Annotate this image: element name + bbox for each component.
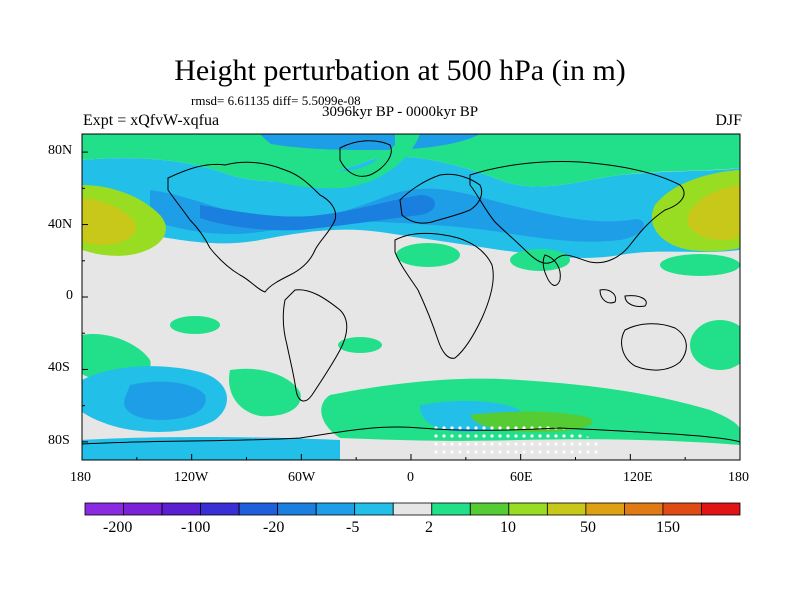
colorbar [84, 502, 741, 516]
contour-band [82, 437, 340, 460]
contour-band [338, 337, 382, 353]
colorbar-swatch [431, 502, 471, 516]
lon-label-60e: 60E [510, 470, 533, 485]
coastline-asia [469, 161, 685, 264]
lon-label-120e: 120E [623, 470, 653, 485]
contour-band [660, 254, 740, 276]
contour-band [229, 368, 301, 417]
colorbar-swatch [84, 502, 124, 516]
colorbar-swatch [315, 502, 356, 516]
colorbar-label: 50 [580, 519, 596, 536]
contour-band [396, 243, 460, 267]
colorbar-swatch [469, 502, 510, 516]
stats-line: rmsd= 6.61135 diff= 5.5099e-08 [191, 93, 361, 108]
lon-label-120w: 120W [174, 470, 209, 485]
coastline-south-america [282, 289, 348, 402]
map-title: Height perturbation at 500 hPa (in m) [174, 54, 626, 87]
colorbar-label: -100 [181, 519, 211, 536]
experiment-label: Expt = xQfvW-xqfua [83, 112, 220, 129]
colorbar-swatch [238, 502, 279, 516]
lat-label-40s: 40S [48, 360, 70, 375]
coastline-north-america [167, 161, 337, 293]
colorbar-swatch [508, 502, 548, 516]
colorbar-swatch [354, 502, 394, 516]
coastline-greenland [339, 140, 392, 177]
height-perturbation-field [82, 134, 740, 460]
colorbar-swatch [161, 502, 201, 516]
colorbar-swatch [701, 502, 741, 516]
lat-label-0: 0 [66, 288, 73, 303]
contour-band [687, 185, 740, 240]
coastline-australia [621, 323, 687, 371]
colorbar-label: -5 [346, 519, 360, 536]
colorbar-label: -200 [103, 519, 133, 536]
contour-band [82, 198, 136, 245]
colorbar-label: 2 [425, 519, 433, 536]
lat-label-80n: 80N [48, 143, 73, 158]
colorbar-label: -20 [263, 519, 285, 536]
contour-band [690, 320, 740, 370]
lon-label-180e: 180 [728, 470, 749, 485]
colorbar-swatch [662, 502, 702, 516]
contour-band [250, 134, 480, 150]
colorbar-swatch [392, 502, 433, 516]
contour-band [170, 316, 220, 334]
colorbar-label: 150 [656, 519, 680, 536]
lon-label-60w: 60W [288, 470, 316, 485]
lat-label-80s: 80S [48, 433, 70, 448]
colorbar-swatch [546, 502, 587, 516]
colorbar-swatch [585, 502, 625, 516]
map-frame [81, 133, 741, 461]
colorbar-swatch [123, 502, 163, 516]
period-label: 3096kyr BP - 0000kyr BP [322, 104, 479, 120]
coastline-antarctica [82, 426, 740, 445]
coastline-africa [394, 232, 494, 359]
coastline-india [542, 254, 561, 286]
contour-band [190, 134, 420, 189]
colorbar-swatch [624, 502, 664, 516]
contour-band [200, 195, 435, 231]
colorbar-swatch [200, 502, 240, 516]
contour-band [124, 381, 206, 420]
coastline-europe [399, 173, 483, 224]
season-label: DJF [715, 112, 742, 129]
lat-label-40n: 40N [48, 217, 73, 232]
contour-band [510, 249, 570, 271]
lon-label-0: 0 [407, 470, 414, 485]
coastline-islands [599, 289, 647, 307]
colorbar-swatch [277, 502, 317, 516]
coastlines [82, 140, 740, 445]
colorbar-label: 10 [500, 519, 516, 536]
lon-label-180w: 180 [70, 470, 91, 485]
